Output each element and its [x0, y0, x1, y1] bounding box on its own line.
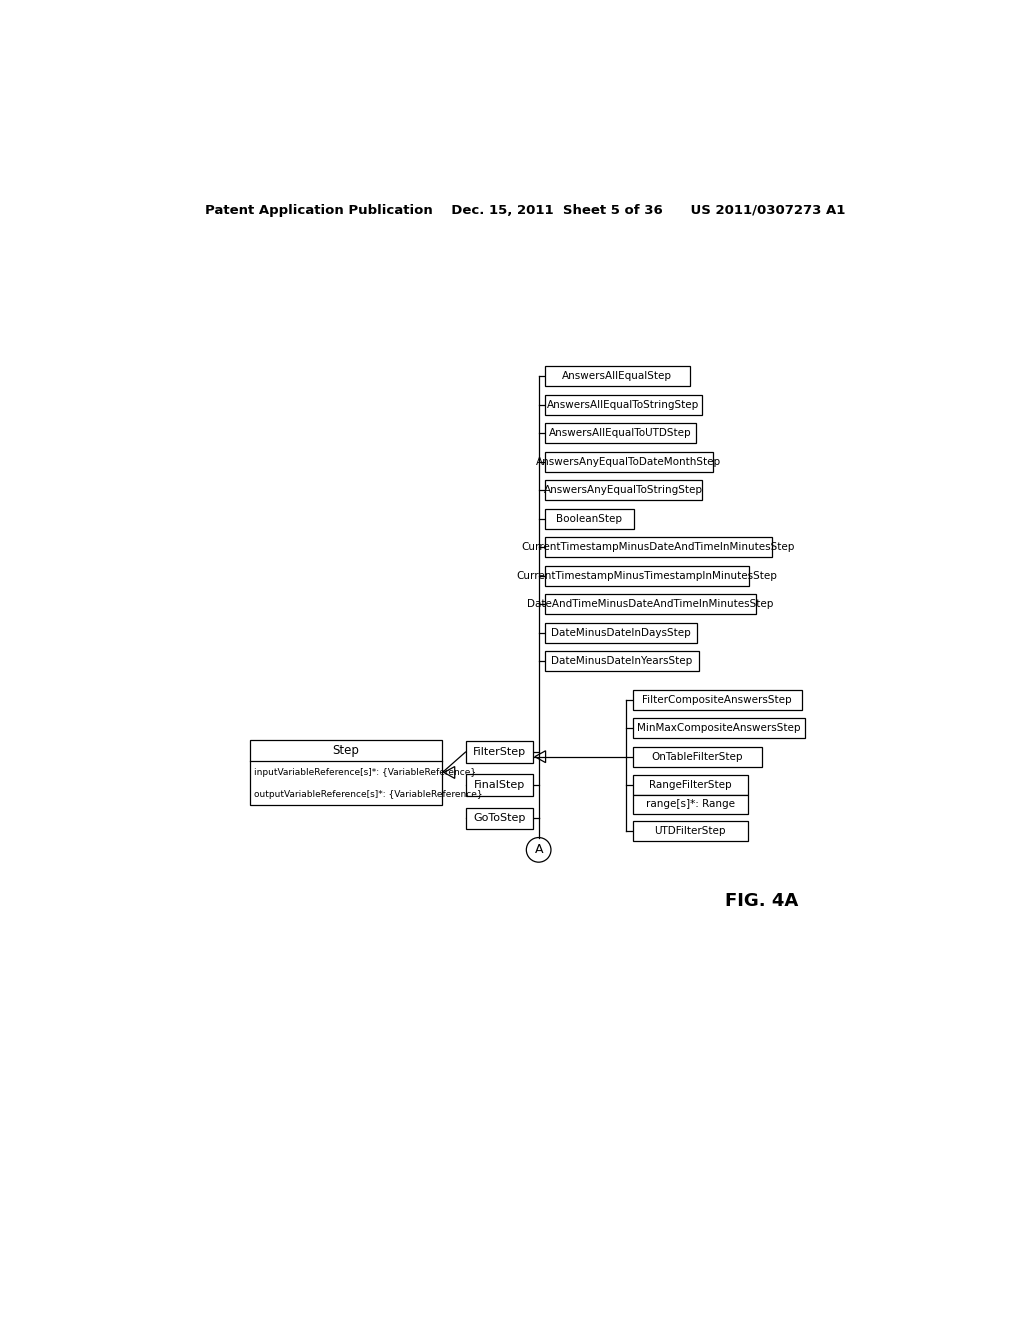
Text: AnswersAnyEqualToDateMonthStep: AnswersAnyEqualToDateMonthStep: [537, 457, 721, 467]
Text: CurrentTimestampMinusDateAndTimeInMinutesStep: CurrentTimestampMinusDateAndTimeInMinute…: [521, 543, 795, 552]
Text: AnswersAnyEqualToStringStep: AnswersAnyEqualToStringStep: [544, 486, 702, 495]
Text: OnTableFilterStep: OnTableFilterStep: [651, 751, 743, 762]
Bar: [633, 718, 805, 738]
Text: FilterStep: FilterStep: [473, 747, 526, 758]
Bar: [466, 808, 534, 829]
Bar: [545, 594, 756, 614]
Text: DateMinusDateInYearsStep: DateMinusDateInYearsStep: [551, 656, 692, 667]
Text: outputVariableReference[s]*: {VariableReference}: outputVariableReference[s]*: {VariableRe…: [254, 789, 482, 799]
Bar: [545, 451, 713, 471]
Text: GoToStep: GoToStep: [473, 813, 525, 824]
Bar: [250, 739, 442, 805]
Bar: [633, 795, 749, 813]
Text: UTDFilterStep: UTDFilterStep: [654, 825, 726, 836]
Text: RangeFilterStep: RangeFilterStep: [649, 780, 732, 791]
Text: FinalStep: FinalStep: [474, 780, 525, 791]
Text: DateMinusDateInDaysStep: DateMinusDateInDaysStep: [551, 628, 691, 638]
Bar: [545, 480, 701, 500]
Text: BooleanStep: BooleanStep: [556, 513, 623, 524]
Bar: [633, 821, 749, 841]
Text: FilterCompositeAnswersStep: FilterCompositeAnswersStep: [642, 694, 793, 705]
Bar: [466, 775, 534, 796]
Bar: [633, 747, 762, 767]
Bar: [545, 651, 698, 671]
Text: FIG. 4A: FIG. 4A: [725, 892, 799, 911]
Bar: [633, 689, 802, 710]
Text: inputVariableReference[s]*: {VariableReference}: inputVariableReference[s]*: {VariableRef…: [254, 768, 476, 776]
Bar: [545, 367, 689, 387]
Bar: [545, 508, 634, 529]
Text: AnswersAllEqualToUTDStep: AnswersAllEqualToUTDStep: [549, 428, 691, 438]
Text: AnswersAllEqualStep: AnswersAllEqualStep: [562, 371, 672, 381]
Bar: [545, 424, 695, 444]
Text: CurrentTimestampMinusTimestampInMinutesStep: CurrentTimestampMinusTimestampInMinutesS…: [516, 570, 777, 581]
Bar: [545, 537, 772, 557]
Text: range[s]*: Range: range[s]*: Range: [646, 800, 735, 809]
Text: A: A: [535, 843, 543, 857]
Bar: [633, 775, 749, 795]
Bar: [545, 623, 697, 643]
Text: DateAndTimeMinusDateAndTimeInMinutesStep: DateAndTimeMinusDateAndTimeInMinutesStep: [527, 599, 773, 610]
Text: MinMaxCompositeAnswersStep: MinMaxCompositeAnswersStep: [637, 723, 801, 733]
Text: AnswersAllEqualToStringStep: AnswersAllEqualToStringStep: [547, 400, 699, 409]
Bar: [466, 742, 534, 763]
Bar: [545, 566, 749, 586]
Text: Step: Step: [333, 744, 359, 758]
Bar: [545, 395, 701, 414]
Text: Patent Application Publication    Dec. 15, 2011  Sheet 5 of 36      US 2011/0307: Patent Application Publication Dec. 15, …: [205, 205, 845, 218]
